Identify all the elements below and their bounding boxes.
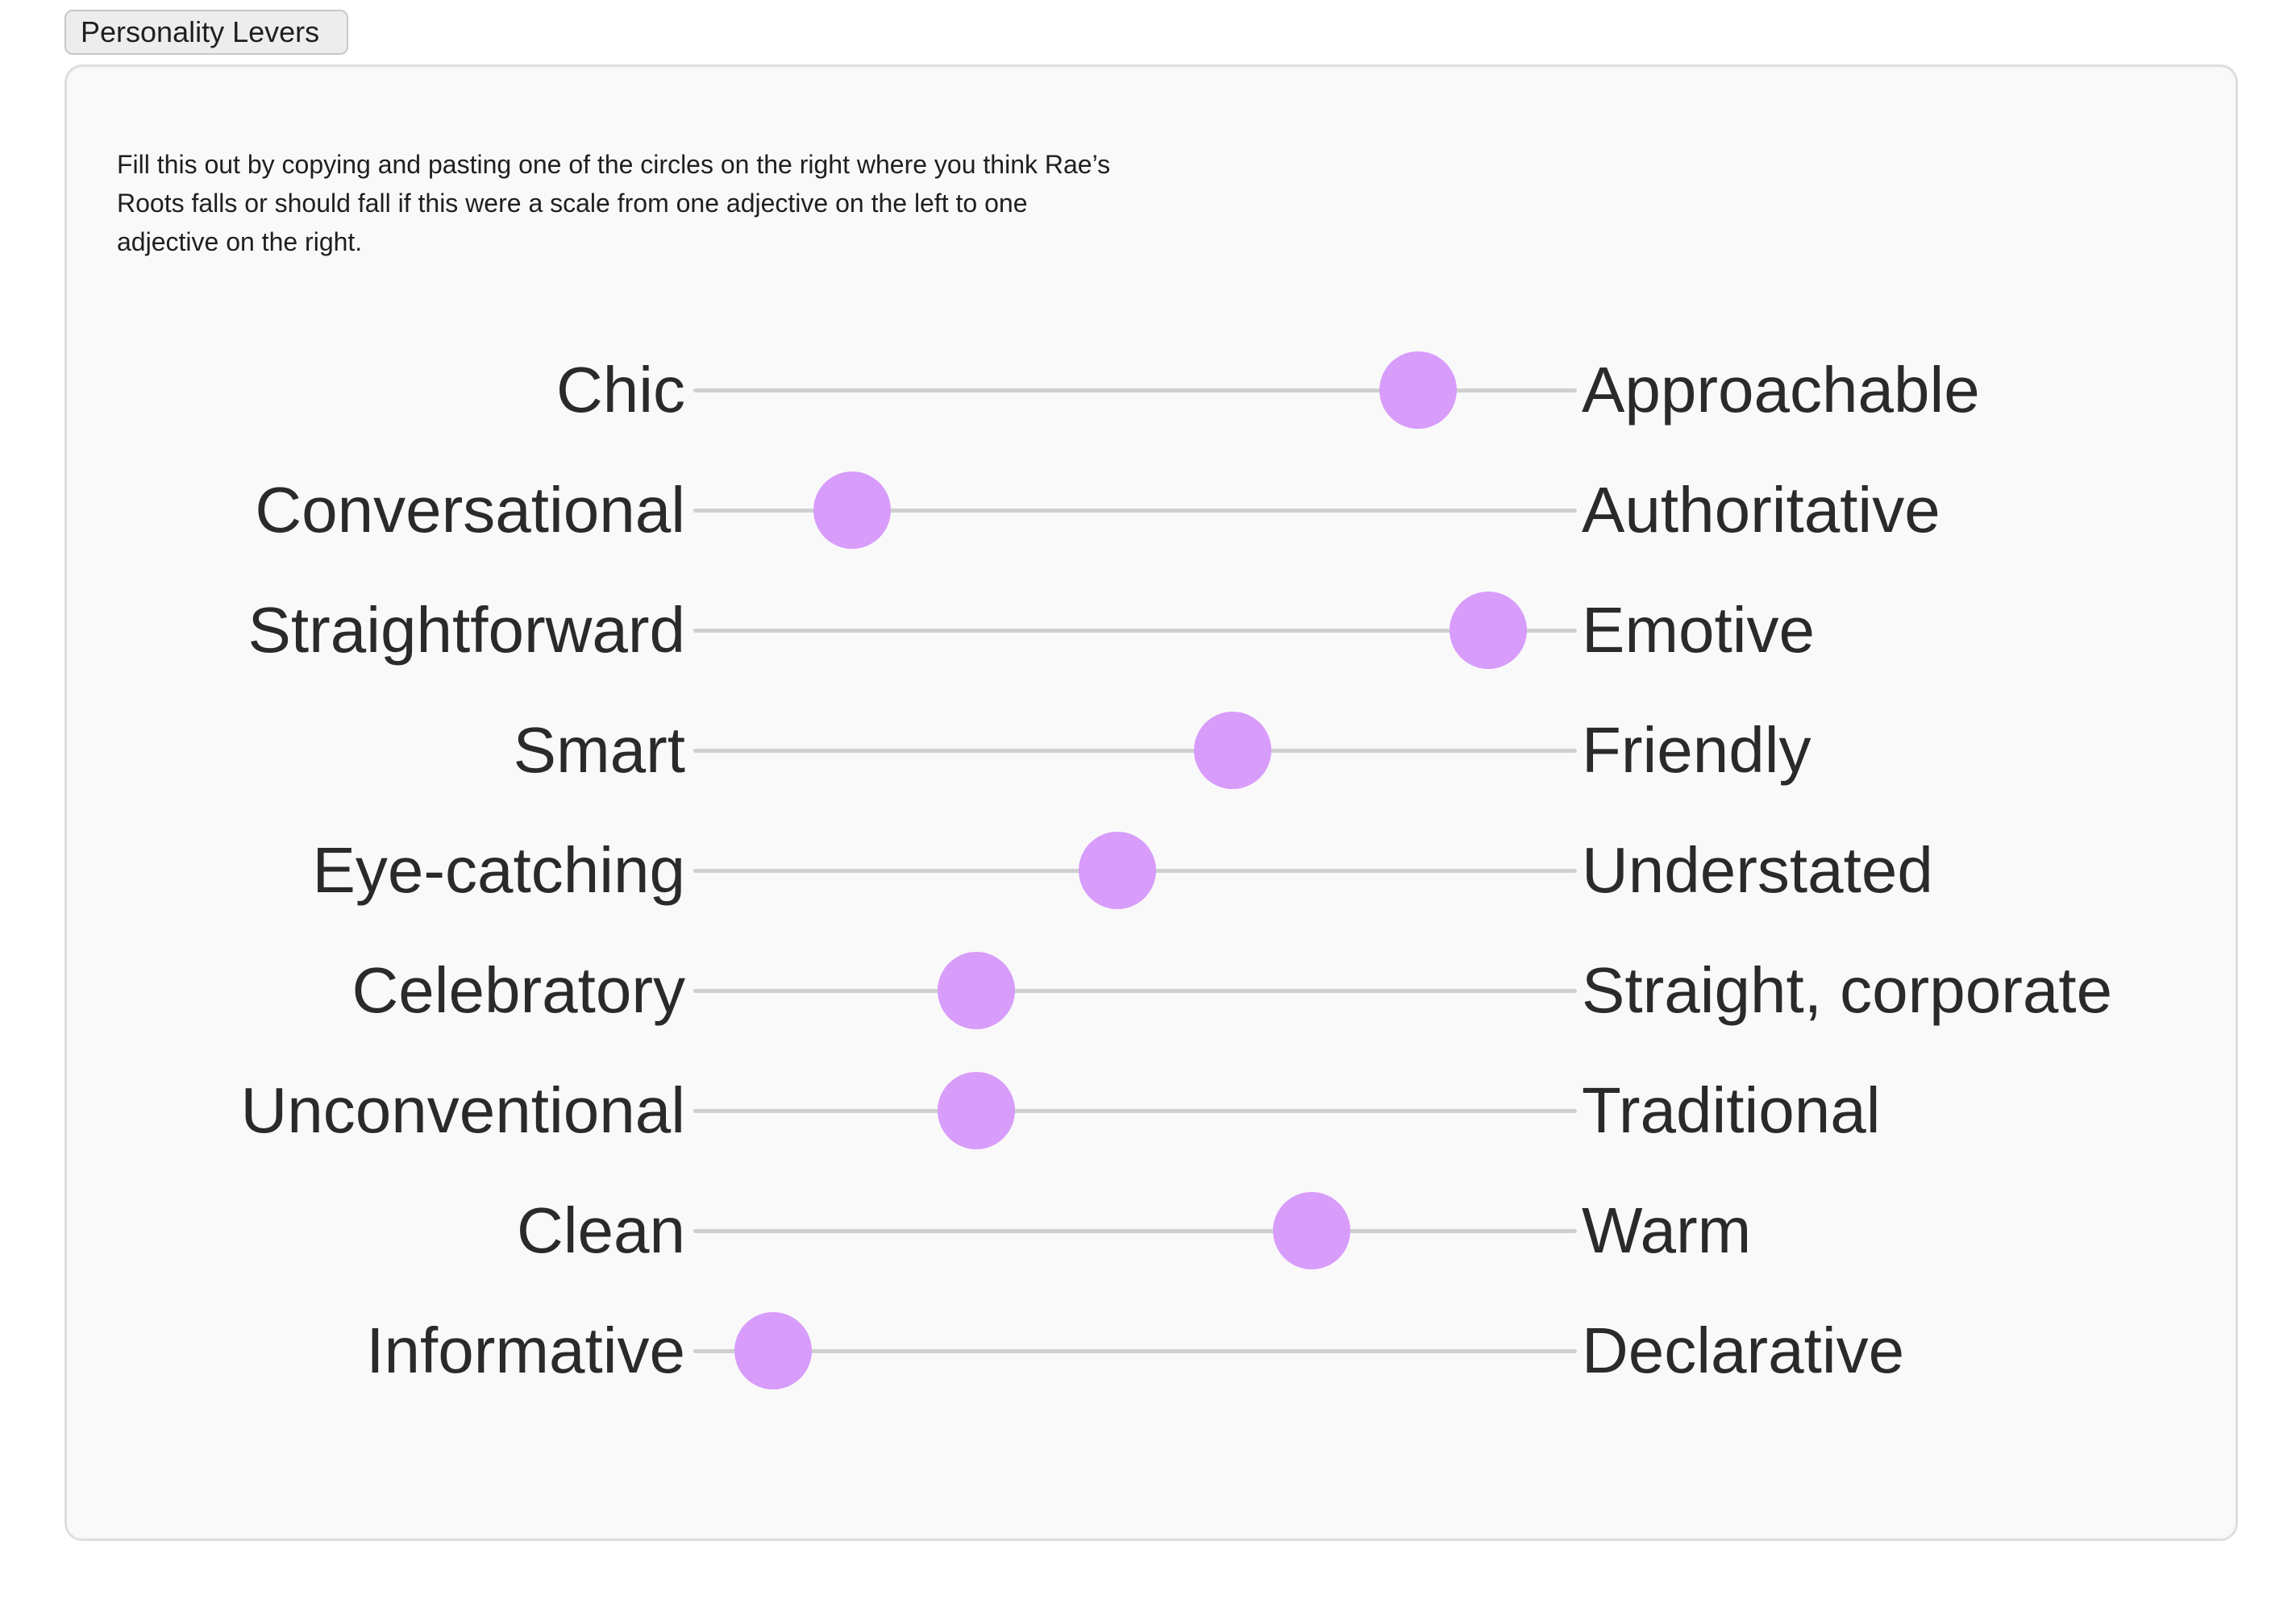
lever-knob[interactable]	[1379, 351, 1457, 429]
lever-right-label: Declarative	[1582, 1315, 1905, 1386]
lever-track[interactable]	[693, 509, 1577, 513]
lever-track[interactable]	[693, 1229, 1577, 1233]
lever-knob[interactable]	[1450, 592, 1528, 669]
lever-knob[interactable]	[1273, 1192, 1351, 1269]
lever-knob[interactable]	[937, 1072, 1015, 1149]
lever-right-label: Friendly	[1582, 714, 1811, 786]
lever-row: Chic Approachable	[0, 342, 2296, 438]
lever-left-label: Clean	[516, 1194, 685, 1266]
lever-track[interactable]	[693, 388, 1577, 392]
lever-left-label: Smart	[513, 714, 685, 786]
lever-knob[interactable]	[813, 471, 892, 549]
lever-track[interactable]	[693, 1349, 1577, 1353]
personality-levers-panel	[64, 64, 2238, 1541]
lever-left-label: Unconventional	[240, 1074, 685, 1146]
lever-left-label: Informative	[366, 1315, 685, 1386]
lever-knob[interactable]	[937, 952, 1015, 1029]
lever-row: Informative Declarative	[0, 1302, 2296, 1399]
lever-right-label: Warm	[1582, 1194, 1752, 1266]
lever-track[interactable]	[693, 989, 1577, 993]
lever-right-label: Approachable	[1582, 354, 1980, 426]
lever-left-label: Celebratory	[351, 954, 685, 1026]
lever-right-label: Understated	[1582, 834, 1933, 906]
lever-knob[interactable]	[734, 1312, 812, 1389]
lever-row: Clean Warm	[0, 1182, 2296, 1279]
lever-left-label: Eye-catching	[312, 834, 685, 906]
lever-row: Conversational Authoritative	[0, 462, 2296, 559]
lever-right-label: Straight, corporate	[1582, 954, 2113, 1026]
lever-left-label: Chic	[555, 354, 685, 426]
lever-right-label: Emotive	[1582, 594, 1815, 666]
lever-row: Eye-catching Understated	[0, 822, 2296, 919]
lever-left-label: Conversational	[255, 474, 685, 546]
lever-knob[interactable]	[1193, 712, 1271, 789]
lever-track[interactable]	[693, 749, 1577, 753]
instructions-text: Fill this out by copying and pasting one…	[117, 150, 1111, 256]
lever-right-label: Traditional	[1582, 1074, 1881, 1146]
lever-row: Celebratory Straight, corporate	[0, 942, 2296, 1039]
lever-left-label: Straightforward	[247, 594, 685, 666]
lever-knob[interactable]	[1079, 832, 1157, 909]
lever-row: Unconventional Traditional	[0, 1062, 2296, 1159]
lever-row: Smart Friendly	[0, 702, 2296, 799]
lever-right-label: Authoritative	[1582, 474, 1940, 546]
lever-row: Straightforward Emotive	[0, 582, 2296, 679]
lever-track[interactable]	[693, 629, 1577, 633]
lever-track[interactable]	[693, 1109, 1577, 1113]
tab-personality-levers[interactable]: Personality Levers	[64, 10, 348, 55]
